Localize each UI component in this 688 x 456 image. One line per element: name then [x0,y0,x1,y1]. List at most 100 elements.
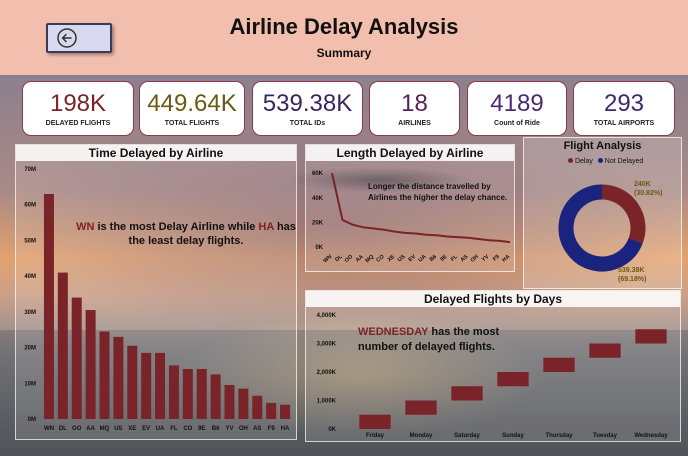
x-tick-label: FL [170,426,178,432]
legend-dot-delay [568,158,573,163]
x-tick-label: Monday [410,433,433,439]
back-arrow-icon [57,28,77,48]
bar-9e [196,369,207,419]
y-tick-label: 0M [28,417,36,423]
donut-slice-delay [601,184,646,244]
bar-xe [127,345,138,419]
y-tick-label: 0K [328,427,336,433]
donut-label-not-delayed: 539.38K (69.18%) [618,266,646,284]
bar-as [252,395,263,419]
x-tick-label: MQ [365,253,376,264]
y-tick-label: 70M [24,167,36,173]
kpi-total-flights: 449.64K TOTAL FLIGHTS [139,81,245,136]
bar-us [113,336,124,419]
kpi-value: 539.38K [262,90,353,117]
kpi-airlines: 18 AIRLINES [369,81,460,136]
y-tick-label: 3,000K [317,342,337,348]
x-tick-label: US [397,254,407,264]
kpi-value: 449.64K [147,90,237,117]
bar-aa [85,310,96,419]
panel-title: Flight Analysis [563,140,642,152]
bar-co [182,369,193,419]
page-subtitle: Summary [316,46,372,60]
y-tick-label: 20M [24,346,36,352]
x-tick-label: AS [460,254,470,264]
donut-legend: Delay Not Delayed [568,158,643,165]
x-tick-label: Wednesday [634,433,668,439]
x-tick-label: AA [86,426,95,432]
x-tick-label: Sunday [502,433,524,439]
panel-title: Length Delayed by Airline [306,145,514,161]
x-tick-label: WN [44,426,54,432]
x-tick-label: Friday [366,433,385,439]
x-tick-label: EV [142,426,150,432]
panel-length-delayed: Length Delayed by Airline 0K 20K 40K 60K WN D… [305,144,515,272]
donut-label-delay-value: 240K [634,181,651,188]
x-tick-label: EV [408,254,418,264]
flight-analysis-donut [558,184,646,272]
header-bar: Airline Delay Analysis Summary [0,0,688,75]
bar-b6 [210,374,221,419]
x-tick-label: Thursday [545,433,573,439]
length-delayed-chart: 0K 20K 40K 60K WN DL OO AA MQ CO XE US EV UA B6 9E FL AS O… [312,171,511,264]
x-tick-label: XE [387,254,397,264]
bar-tuesday [589,343,621,358]
kpi-value: 293 [603,90,645,117]
panel-delayed-days: Delayed Flights by Days 0K 1,000K 2,000K 3,… [305,290,681,442]
x-tick-label: AS [253,426,261,432]
x-tick-label: XE [128,426,136,432]
x-tick-label: 9E [198,426,205,432]
y-tick-label: 20K [312,220,324,226]
kpi-label: DELAYED FLIGHTS [45,120,111,127]
x-tick-label: HA [501,254,511,264]
y-tick-label: 60K [312,171,324,177]
y-tick-label: 40K [312,196,324,202]
x-tick-label: FL [450,254,459,263]
bar-dl [57,272,68,419]
x-tick-label: US [114,426,122,432]
kpi-total-ids: 539.38K TOTAL IDs [252,81,363,136]
panel-time-delayed: Time Delayed by Airline 0M 10M 20M 30M 40M 50… [15,144,297,440]
annotation-highlight-wednesday: WEDNESDAY [358,326,429,338]
bar-monday [405,400,437,415]
x-tick-label: Saturday [454,433,480,439]
bar-thursday [543,357,575,372]
legend-label-delay: Delay [574,158,593,165]
x-tick-label: AA [355,254,365,264]
x-tick-label: YV [481,254,491,264]
delayed-days-annotation: WEDNESDAY has the most number of delayed… [358,325,538,355]
kpi-value: 4189 [490,90,544,117]
annotation-text: has the most number of delayed flights. [358,326,500,353]
bar-oo [71,297,82,419]
x-tick-label: UA [418,254,428,264]
kpi-value: 198K [49,90,107,117]
y-tick-label: 1,000K [317,399,337,405]
x-tick-label: MQ [100,426,110,432]
donut-label-delay: 240K (30.82%) [634,180,662,198]
bar-sunday [497,372,529,387]
x-tick-label: CO [183,426,192,432]
time-delayed-chart: 0M 10M 20M 30M 40M 50M 60M 70M WN DL OO AA MQ US XE EV U… [24,167,291,432]
x-tick-label: DL [59,426,67,432]
kpi-label: TOTAL AIRPORTS [593,120,655,127]
kpi-label: TOTAL FLIGHTS [164,120,220,127]
y-tick-label: 10M [24,381,36,387]
y-tick-label: 60M [24,203,36,209]
x-tick-label: B6 [429,254,438,263]
bar-fl [168,365,179,419]
kpi-total-airports: 293 TOTAL AIRPORTS [573,81,675,136]
donut-slice-not-delayed [558,184,643,272]
bar-saturday [451,386,483,401]
x-tick-label: HA [281,426,290,432]
kpi-delayed-flights: 198K DELAYED FLIGHTS [22,81,134,136]
bar-ua [155,352,166,419]
donut-label-delay-pct: (30.82%) [634,190,663,197]
annotation-highlight-ha: HA [258,221,274,233]
x-tick-label: OH [470,254,480,264]
bar-f9 [266,402,277,419]
y-tick-label: 2,000K [317,370,337,376]
x-tick-label: UA [156,426,165,432]
y-tick-label: 0K [315,245,323,251]
back-button[interactable] [46,23,112,53]
kpi-value: 18 [401,90,428,117]
